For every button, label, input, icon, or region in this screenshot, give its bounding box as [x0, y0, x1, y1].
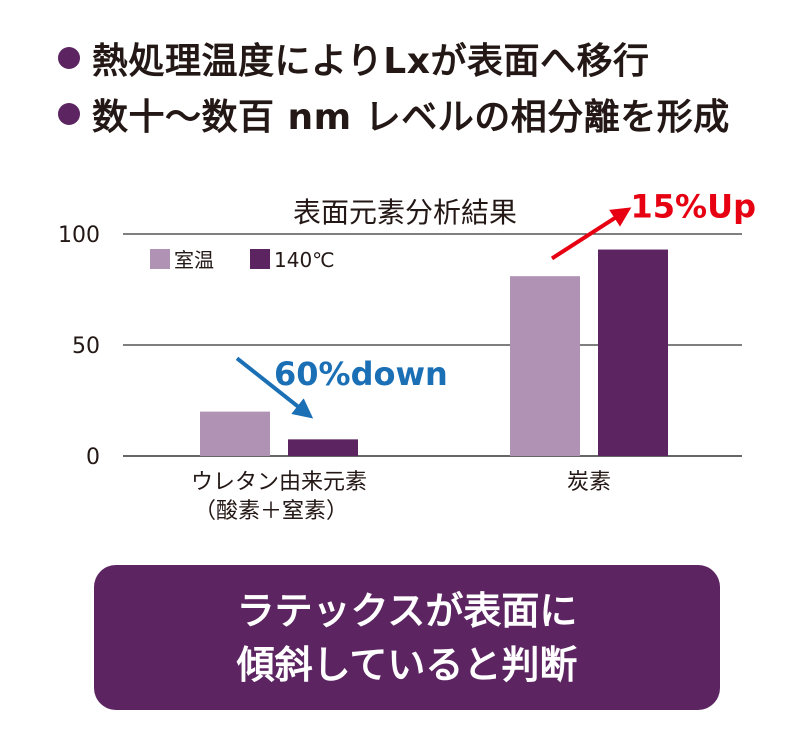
bullet-text: 数十〜数百 nm レベルの相分離を形成: [92, 97, 730, 138]
legend-label: 室温: [174, 248, 214, 272]
annotations: 60%down 15%Up: [235, 187, 756, 419]
bar-chart: 表面元素分析結果 0 50 100 室温 140℃ ウレタン由来元素 （酸素＋窒素） 炭素…: [58, 187, 756, 524]
x-tick-label: ウレタン由来元素: [191, 470, 367, 495]
chart-title: 表面元素分析結果: [293, 196, 517, 229]
up-arrow-icon: [550, 207, 632, 261]
y-tick-label: 100: [58, 223, 100, 248]
bullet-dot-icon: [58, 103, 80, 125]
bullet-item: 数十〜数百 nm レベルの相分離を形成: [58, 86, 730, 142]
y-tick-label: 0: [86, 445, 100, 470]
legend: 室温 140℃: [150, 248, 335, 272]
x-axis-labels: ウレタン由来元素 （酸素＋窒素） 炭素: [191, 470, 611, 524]
bar: [288, 439, 358, 456]
conclusion-box: ラテックスが表面に 傾斜していると判断: [94, 565, 720, 710]
x-tick-label: 炭素: [567, 470, 611, 495]
bullet-dot-icon: [58, 47, 80, 69]
bar: [200, 411, 270, 456]
conclusion-line: 傾斜していると判断: [236, 642, 578, 687]
legend-swatch: [250, 249, 270, 269]
bullet-list: 熱処理温度によりLxが表面へ移行 数十〜数百 nm レベルの相分離を形成: [58, 30, 730, 142]
x-tick-label: （酸素＋窒素）: [194, 499, 348, 524]
bar: [510, 276, 580, 456]
legend-label: 140℃: [274, 248, 335, 272]
y-axis: 0 50 100: [58, 223, 100, 470]
annotation-label: 15%Up: [631, 187, 756, 225]
down-arrow-icon: [235, 356, 314, 419]
conclusion-line: ラテックスが表面に: [236, 588, 578, 633]
bars: [200, 249, 668, 456]
bar: [598, 249, 668, 456]
bullet-text: 熱処理温度によりLxが表面へ移行: [92, 41, 650, 82]
y-tick-label: 50: [72, 334, 100, 359]
annotation-label: 60%down: [274, 355, 448, 393]
legend-swatch: [150, 249, 170, 269]
bullet-item: 熱処理温度によりLxが表面へ移行: [58, 30, 730, 86]
